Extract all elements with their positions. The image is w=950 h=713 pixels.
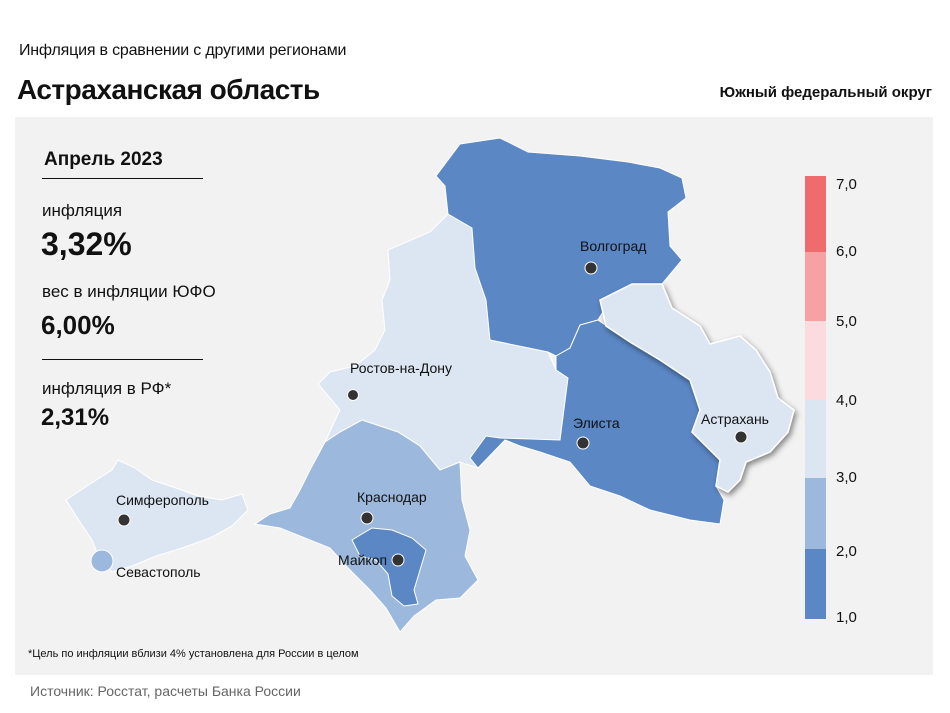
city-elista[interactable]: Элиста <box>573 415 620 450</box>
inflation-label: инфляция <box>42 201 123 220</box>
weight-value: 6,00% <box>41 310 115 340</box>
city-label-astrakhan: Астрахань <box>701 411 769 427</box>
city-volgograd[interactable]: Волгоград <box>580 238 646 275</box>
legend-tick-7: 7,0 <box>836 176 857 193</box>
legend-tick-1: 1,0 <box>836 609 857 626</box>
district-label: Южный федеральный округ <box>719 84 932 101</box>
legend-tick-2: 2,0 <box>836 543 857 560</box>
legend-tick-3: 3,0 <box>836 469 857 486</box>
legend-bin-3-4 <box>805 400 826 478</box>
city-dot-astrakhan <box>734 430 748 444</box>
legend-bin-6-7 <box>805 176 826 252</box>
city-krasnodar[interactable]: Краснодар <box>357 489 427 525</box>
legend-bin-4-5 <box>805 321 826 400</box>
city-simferopol[interactable]: Симферополь <box>116 492 209 527</box>
source-note: Источник: Росстат, расчеты Банка России <box>30 683 301 699</box>
rule-top <box>42 178 203 179</box>
stat-period: Апрель 2023 <box>44 149 163 170</box>
legend-bin-5-6 <box>805 252 826 321</box>
city-dot-sevastopol <box>90 549 114 573</box>
page-title: Астраханская область <box>17 74 320 105</box>
city-label-elista: Элиста <box>573 415 620 431</box>
city-label-simferopol: Симферополь <box>116 492 209 508</box>
city-maykop[interactable]: Майкоп <box>338 552 405 568</box>
city-dot-elista <box>576 436 590 450</box>
city-label-volgograd: Волгоград <box>580 238 646 254</box>
city-sevastopol[interactable]: Севастополь <box>90 549 201 580</box>
city-dot-krasnodar <box>360 511 374 525</box>
subtitle: Инфляция в сравнении с другими регионами <box>19 42 347 59</box>
city-dot-maykop <box>391 553 405 567</box>
city-rostov[interactable]: Ростов-на-Дону <box>347 360 453 401</box>
region-adygea[interactable] <box>351 527 427 607</box>
city-dot-simferopol <box>117 513 131 527</box>
inflation-value: 3,32% <box>41 226 132 262</box>
region-krasnodar[interactable] <box>253 419 479 633</box>
city-label-krasnodar: Краснодар <box>357 489 427 505</box>
city-dot-rostov <box>347 389 359 401</box>
city-label-rostov: Ростов-на-Дону <box>350 360 452 376</box>
rf-inflation-value: 2,31% <box>41 404 110 431</box>
weight-label: вес в инфляции ЮФО <box>42 282 216 301</box>
legend-tick-4: 4,0 <box>836 392 857 409</box>
legend-bin-2-3 <box>805 478 826 549</box>
city-label-maykop: Майкоп <box>338 552 387 568</box>
city-dot-volgograd <box>584 261 598 275</box>
legend-bin-1-2 <box>805 549 826 619</box>
rule-bottom <box>42 359 203 360</box>
color-scale-legend: 7,0 6,0 5,0 4,0 3,0 2,0 1,0 <box>805 176 857 626</box>
legend-tick-6: 6,0 <box>836 243 857 260</box>
city-astrakhan[interactable]: Астрахань <box>701 411 769 444</box>
rf-inflation-label: инфляция в РФ* <box>42 379 172 398</box>
footnote: *Цель по инфляции вблизи 4% установлена … <box>28 648 359 660</box>
legend-tick-5: 5,0 <box>836 313 857 330</box>
city-label-sevastopol: Севастополь <box>116 564 201 580</box>
